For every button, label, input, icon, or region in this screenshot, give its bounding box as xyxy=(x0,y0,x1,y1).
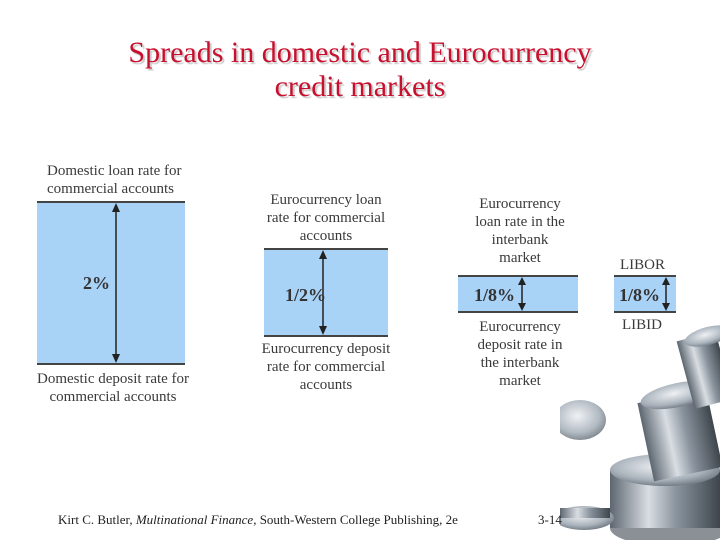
euro-interbank-loan-rate-line-4: market xyxy=(499,250,541,266)
euro-interbank-deposit-rate-line-3: the interbank xyxy=(480,355,560,371)
libor-spread-value: 1/8% xyxy=(619,285,661,305)
euro-commercial-spread-box xyxy=(264,249,388,336)
euro-interbank-deposit-rate-line-1: Eurocurrency xyxy=(479,319,561,335)
euro-commercial-deposit-rate-line-2: rate for commercial xyxy=(266,359,386,375)
euro-interbank-deposit-rate-line-4: market xyxy=(499,373,541,389)
domestic-spread-arrow xyxy=(112,203,120,363)
domestic-loan-rate-line xyxy=(37,201,185,203)
libid-rate-line xyxy=(614,311,676,313)
page-number: 3-14 xyxy=(538,512,562,527)
euro-commercial-deposit-rate-line-1: Eurocurrency deposit xyxy=(261,341,391,357)
euro-interbank-deposit-rate-line xyxy=(458,311,578,313)
footer-publisher: , South-Western College Publishing, 2e xyxy=(253,512,458,527)
euro-interbank-loan-rate-label: Eurocurrency loan rate in the interbank … xyxy=(458,195,582,267)
footer-citation: Kirt C. Butler, Multinational Finance, S… xyxy=(58,512,458,528)
euro-interbank-loan-rate-line-1: Eurocurrency xyxy=(479,196,561,212)
libid-label: LIBID xyxy=(622,317,662,333)
libor-spread-arrow xyxy=(662,277,670,311)
euro-commercial-deposit-rate-line xyxy=(264,335,388,337)
domestic-spread-box xyxy=(37,202,185,364)
domestic-loan-rate-label: Domestic loan rate for commercial accoun… xyxy=(47,162,182,198)
euro-interbank-loan-rate-line-2: loan rate in the xyxy=(475,214,565,230)
euro-interbank-spread-arrow xyxy=(518,277,526,311)
euro-commercial-deposit-rate-label: Eurocurrency deposit rate for commercial… xyxy=(254,340,398,394)
euro-interbank-deposit-rate-line-2: deposit rate in xyxy=(477,337,563,353)
domestic-loan-rate-line-2: commercial accounts xyxy=(47,181,175,197)
euro-commercial-spread-arrow xyxy=(319,250,327,335)
euro-commercial-loan-rate-line-1: Eurocurrency loan xyxy=(270,192,382,208)
footer-author: Kirt C. Butler, xyxy=(58,512,136,527)
domestic-deposit-rate-line-1: Domestic deposit rate for xyxy=(37,371,190,387)
euro-commercial-loan-rate-line-2: rate for commercial xyxy=(266,210,386,226)
slide-title-line-1: Spreads in domestic and Eurocurrency xyxy=(128,36,592,69)
euro-commercial-loan-rate-line xyxy=(264,248,388,250)
euro-commercial-spread-value: 1/2% xyxy=(285,285,327,305)
domestic-deposit-rate-label: Domestic deposit rate for commercial acc… xyxy=(37,370,189,406)
coin-stack-image xyxy=(560,325,720,540)
domestic-loan-rate-line-1: Domestic loan rate for xyxy=(47,163,182,179)
euro-commercial-loan-rate-label: Eurocurrency loan rate for commercial ac… xyxy=(260,191,392,245)
euro-commercial-deposit-rate-line-3: accounts xyxy=(299,377,353,393)
domestic-deposit-rate-line xyxy=(37,363,185,365)
euro-commercial-loan-rate-line-3: accounts xyxy=(299,228,353,244)
euro-interbank-loan-rate-line-3: interbank xyxy=(491,232,549,248)
libor-rate-line xyxy=(614,275,676,277)
domestic-deposit-rate-line-2: commercial accounts xyxy=(49,389,177,405)
domestic-spread-value: 2% xyxy=(83,273,110,293)
euro-interbank-deposit-rate-label: Eurocurrency deposit rate in the interba… xyxy=(458,318,582,390)
euro-interbank-spread-box xyxy=(458,276,578,312)
footer-book-title: Multinational Finance xyxy=(135,512,254,527)
libor-label: LIBOR xyxy=(620,257,665,273)
slide-title: Spreads in domestic and Eurocurrency cre… xyxy=(60,36,660,104)
euro-interbank-loan-rate-line xyxy=(458,275,578,277)
euro-interbank-spread-value: 1/8% xyxy=(474,285,516,305)
slide-title-line-2: credit markets xyxy=(274,70,446,103)
